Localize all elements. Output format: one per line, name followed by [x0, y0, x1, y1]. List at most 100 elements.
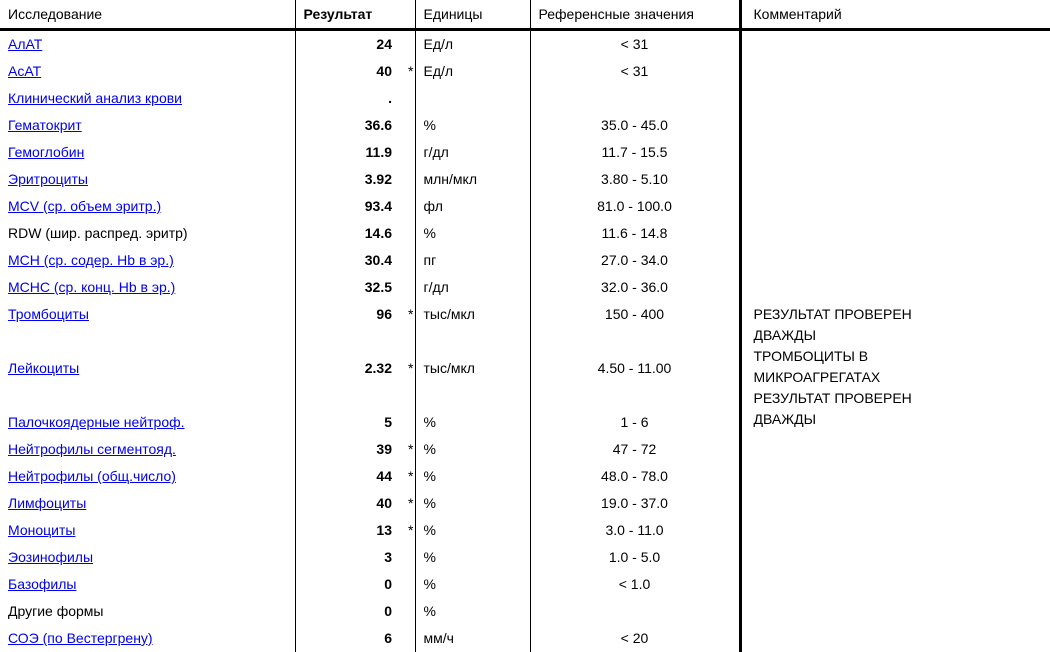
cell-reference: < 1.0 [530, 571, 740, 598]
test-link[interactable]: MCV (ср. объем эритр.) [8, 198, 161, 214]
cell-reference: 4.50 - 11.00 [530, 355, 740, 382]
cell-reference: 150 - 400 [530, 301, 740, 328]
cell-result: 40 [295, 490, 400, 517]
table-body: АлАТ24Ед/л< 31АсАТ40*Ед/л< 31Клинический… [0, 30, 1050, 652]
cell-test: Тромбоциты [0, 301, 295, 328]
cell-flag: * [400, 58, 415, 85]
cell-reference: 35.0 - 45.0 [530, 112, 740, 139]
cell-result: 30.4 [295, 247, 400, 274]
cell-flag [400, 571, 415, 598]
cell-result: 3.92 [295, 166, 400, 193]
cell-reference: 48.0 - 78.0 [530, 463, 740, 490]
cell-flag: * [400, 436, 415, 463]
cell-flag: * [400, 301, 415, 328]
cell-test: MCHC (ср. конц. Hb в эр.) [0, 274, 295, 301]
cell-result: 3 [295, 544, 400, 571]
cell-test: Гематокрит [0, 112, 295, 139]
cell-flag [400, 30, 415, 59]
test-link[interactable]: Гемоглобин [8, 144, 84, 160]
cell-test: АсАТ [0, 58, 295, 85]
cell-reference [530, 85, 740, 112]
header-result: Результат [295, 0, 400, 30]
test-link[interactable]: MCH (ср. содер. Hb в эр.) [8, 252, 174, 268]
cell-reference: 11.6 - 14.8 [530, 220, 740, 247]
cell-comment-empty [740, 30, 1050, 302]
test-link[interactable]: Лимфоциты [8, 495, 86, 511]
table-row: Тромбоциты96*тыс/мкл150 - 400РЕЗУЛЬТАТ П… [0, 301, 1050, 328]
cell-units: % [415, 571, 530, 598]
cell-reference: < 31 [530, 58, 740, 85]
cell-flag [400, 598, 415, 625]
cell-test: Лейкоциты [0, 355, 295, 382]
test-link[interactable]: Нейтрофилы (общ.число) [8, 468, 176, 484]
cell-result: 32.5 [295, 274, 400, 301]
cell-units [415, 85, 530, 112]
cell-flag [400, 166, 415, 193]
cell-test: RDW (шир. распред. эритр) [0, 220, 295, 247]
cell-flag [400, 544, 415, 571]
header-comment: Комментарий [740, 0, 1050, 30]
cell-units: Ед/л [415, 58, 530, 85]
cell-test: MCV (ср. объем эритр.) [0, 193, 295, 220]
cell-units: % [415, 490, 530, 517]
cell-units: % [415, 463, 530, 490]
cell-result: 13 [295, 517, 400, 544]
test-link[interactable]: Тромбоциты [8, 306, 89, 322]
cell-test: Эритроциты [0, 166, 295, 193]
cell-result: 0 [295, 598, 400, 625]
header-reference: Референсные значения [530, 0, 740, 30]
test-link[interactable]: Моноциты [8, 522, 75, 538]
test-link[interactable]: Гематокрит [8, 117, 82, 133]
cell-result: 93.4 [295, 193, 400, 220]
cell-units: г/дл [415, 274, 530, 301]
test-link[interactable]: Палочкоядерные нейтроф. [8, 414, 185, 430]
test-label: Другие формы [8, 603, 104, 619]
cell-reference: 11.7 - 15.5 [530, 139, 740, 166]
cell-result: 14.6 [295, 220, 400, 247]
test-link[interactable]: Нейтрофилы сегментояд. [8, 441, 176, 457]
cell-test: MCH (ср. содер. Hb в эр.) [0, 247, 295, 274]
cell-units: пг [415, 247, 530, 274]
test-link[interactable]: Клинический анализ крови [8, 90, 182, 106]
cell-units: % [415, 112, 530, 139]
cell-result: 5 [295, 409, 400, 436]
cell-flag [400, 409, 415, 436]
cell-reference: 3.0 - 11.0 [530, 517, 740, 544]
cell-units: % [415, 517, 530, 544]
test-link[interactable]: Эритроциты [8, 171, 88, 187]
cell-result: . [295, 85, 400, 112]
cell-units: мм/ч [415, 625, 530, 652]
test-link[interactable]: СОЭ (по Вестергрену) [8, 630, 153, 646]
test-link[interactable]: АсАТ [8, 63, 41, 79]
cell-flag [400, 193, 415, 220]
test-link[interactable]: MCHC (ср. конц. Hb в эр.) [8, 279, 175, 295]
cell-units: % [415, 409, 530, 436]
lab-results-table: Исследование Результат Единицы Референсн… [0, 0, 1050, 652]
cell-flag [400, 247, 415, 274]
cell-test: Эозинофилы [0, 544, 295, 571]
test-label: RDW (шир. распред. эритр) [8, 225, 188, 241]
cell-reference: 27.0 - 34.0 [530, 247, 740, 274]
cell-test: Гемоглобин [0, 139, 295, 166]
test-link[interactable]: Лейкоциты [8, 360, 79, 376]
test-link[interactable]: АлАТ [8, 36, 42, 52]
cell-flag [400, 112, 415, 139]
cell-flag [400, 625, 415, 652]
cell-units: Ед/л [415, 30, 530, 59]
cell-flag: * [400, 517, 415, 544]
cell-result: 39 [295, 436, 400, 463]
test-link[interactable]: Эозинофилы [8, 549, 93, 565]
cell-reference: 19.0 - 37.0 [530, 490, 740, 517]
cell-reference: < 20 [530, 625, 740, 652]
cell-test: Нейтрофилы сегментояд. [0, 436, 295, 463]
test-link[interactable]: Базофилы [8, 576, 76, 592]
header-flag [400, 0, 415, 30]
cell-test: Клинический анализ крови [0, 85, 295, 112]
cell-test: АлАТ [0, 30, 295, 59]
cell-test: СОЭ (по Вестергрену) [0, 625, 295, 652]
cell-units: % [415, 220, 530, 247]
cell-result: 6 [295, 625, 400, 652]
cell-reference: 1 - 6 [530, 409, 740, 436]
cell-flag: * [400, 463, 415, 490]
cell-test: Лимфоциты [0, 490, 295, 517]
